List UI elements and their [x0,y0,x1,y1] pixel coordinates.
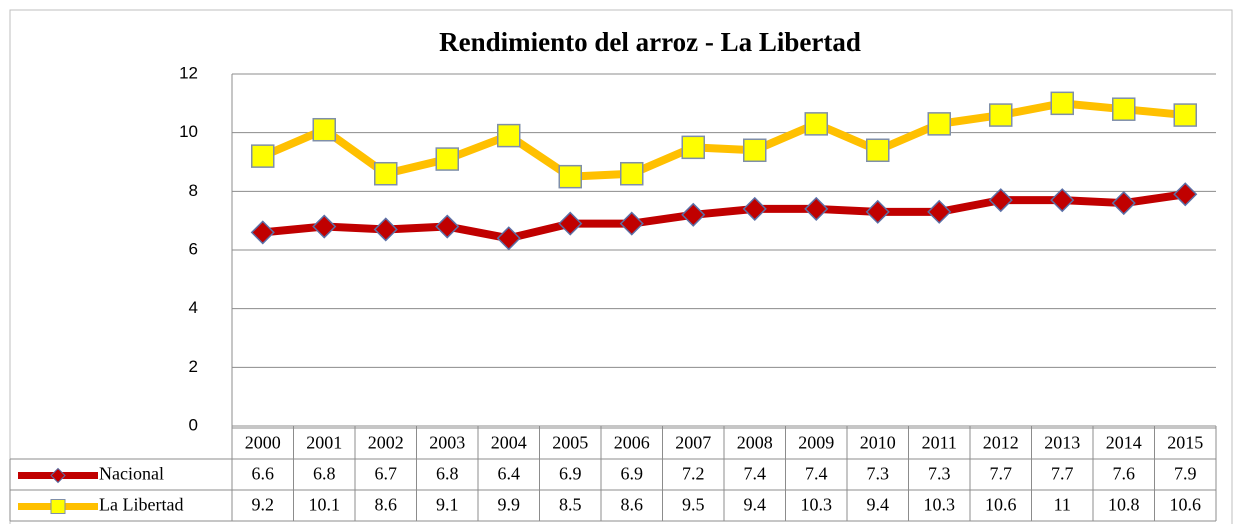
table-value: 9.4 [744,495,767,515]
marker [927,199,952,224]
x-tick-label: 2006 [614,433,650,453]
table-value: 7.3 [928,464,951,484]
table-value: 9.5 [682,495,705,515]
marker [1112,97,1136,121]
table-value: 11 [1054,495,1071,515]
marker [866,138,890,163]
table-value: 7.2 [682,464,705,484]
x-tick-label: 2012 [983,433,1019,453]
table-value: 6.7 [375,464,398,484]
marker [373,217,398,242]
marker [312,214,337,239]
marker [435,147,459,171]
marker [681,135,705,160]
table-value: 7.7 [990,464,1013,484]
marker [681,202,706,227]
marker [1050,188,1075,213]
table-value: 7.4 [805,464,828,484]
x-tick-label: 2013 [1044,433,1080,453]
table-value: 10.8 [1108,495,1140,515]
table-value: 7.3 [867,464,890,484]
marker [1173,182,1198,207]
series-line [262,190,1186,243]
marker [251,144,275,168]
table-value: 9.2 [252,495,275,515]
table-value: 8.5 [559,495,582,515]
marker [619,211,644,236]
marker [435,214,460,239]
table-value: 6.8 [313,464,336,484]
legend-marker [50,499,66,514]
x-tick-label: 2000 [245,433,281,453]
marker [989,103,1013,127]
legend-label: Nacional [99,464,164,484]
x-tick-label: 2011 [922,433,957,453]
x-tick-label: 2007 [675,433,711,453]
table-value: 10.6 [985,495,1017,515]
x-tick-label: 2003 [429,433,465,453]
x-tick-label: 2010 [860,433,896,453]
marker [250,220,275,245]
table-value: 10.6 [1170,495,1202,515]
x-tick-label: 2004 [491,433,527,453]
table-value: 10.1 [309,495,341,515]
x-tick-label: 2005 [552,433,588,453]
y-tick-label: 0 [189,415,198,434]
table-value: 10.3 [801,495,833,515]
table-value: 6.4 [498,464,521,484]
table-value: 9.4 [867,495,890,515]
table-value: 7.4 [744,464,767,484]
legend-label: La Libertad [99,495,183,515]
marker [312,117,336,142]
x-tick-label: 2009 [798,433,834,453]
table-value: 6.9 [621,464,644,484]
marker [1173,103,1197,127]
marker [742,196,767,221]
marker [620,161,644,186]
marker [374,161,398,186]
marker [497,123,521,148]
marker [558,164,582,189]
chart-title: Rendimiento del arroz - La Libertad [439,27,861,57]
table-value: 6.6 [252,464,275,484]
y-tick-label: 2 [189,357,198,376]
y-tick-label: 4 [189,298,198,317]
marker [743,138,767,163]
series-line [261,99,1186,181]
table-value: 8.6 [621,495,644,515]
x-tick-label: 2015 [1167,433,1203,453]
chart-border [9,9,1233,524]
table-value: 10.3 [924,495,956,515]
table-value: 6.8 [436,464,459,484]
marker [927,112,951,136]
marker [865,199,890,224]
marker [496,226,521,251]
y-tick-label: 10 [179,122,198,141]
table-value: 7.9 [1174,464,1197,484]
marker [804,112,828,136]
y-tick-label: 12 [179,63,198,82]
table-value: 7.7 [1051,464,1074,484]
x-tick-label: 2008 [737,433,773,453]
x-tick-label: 2001 [306,433,342,453]
x-tick-label: 2014 [1106,433,1142,453]
marker [988,188,1013,213]
x-tick-label: 2002 [368,433,404,453]
legend-marker [50,467,66,484]
table-value: 6.9 [559,464,582,484]
marker [558,211,583,236]
table-value: 8.6 [375,495,398,515]
table-value: 9.1 [436,495,459,515]
table-value: 7.6 [1113,464,1136,484]
table-value: 9.9 [498,495,521,515]
y-tick-label: 8 [189,181,198,200]
marker [804,196,829,221]
marker [1050,91,1074,116]
marker [1111,191,1136,216]
y-tick-label: 6 [189,239,198,258]
